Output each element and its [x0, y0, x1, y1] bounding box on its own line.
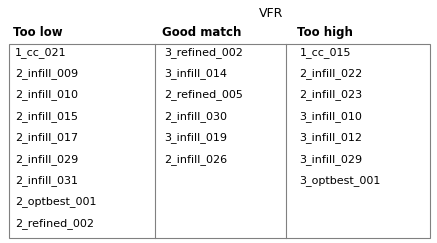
Text: 3_infill_014: 3_infill_014 — [164, 68, 227, 79]
Text: 2_infill_023: 2_infill_023 — [299, 90, 362, 100]
Text: 1_cc_021: 1_cc_021 — [15, 47, 67, 58]
Text: 2_infill_029: 2_infill_029 — [15, 154, 79, 165]
Text: 3_infill_010: 3_infill_010 — [299, 111, 362, 122]
Text: 2_infill_009: 2_infill_009 — [15, 68, 78, 79]
Text: 1_cc_015: 1_cc_015 — [299, 47, 351, 58]
Text: 2_infill_031: 2_infill_031 — [15, 175, 78, 186]
Bar — [9, 44, 430, 238]
Text: 3_infill_029: 3_infill_029 — [299, 154, 362, 165]
Text: VFR: VFR — [259, 7, 283, 20]
Text: 2_refined_002: 2_refined_002 — [15, 218, 94, 229]
Text: 3_optbest_001: 3_optbest_001 — [299, 175, 381, 186]
Text: 2_infill_026: 2_infill_026 — [164, 154, 227, 165]
Text: 2_infill_015: 2_infill_015 — [15, 111, 78, 122]
Text: 2_infill_017: 2_infill_017 — [15, 132, 78, 143]
Text: 3_refined_002: 3_refined_002 — [164, 47, 243, 58]
Text: 3_infill_012: 3_infill_012 — [299, 132, 362, 143]
Text: 2_optbest_001: 2_optbest_001 — [15, 197, 97, 207]
Text: 2_infill_030: 2_infill_030 — [164, 111, 227, 122]
Text: 3_infill_019: 3_infill_019 — [164, 132, 227, 143]
Text: 2_refined_005: 2_refined_005 — [164, 90, 243, 100]
Text: 2_infill_010: 2_infill_010 — [15, 90, 78, 100]
Text: Good match: Good match — [162, 26, 241, 39]
Text: Too high: Too high — [297, 26, 353, 39]
Text: 2_infill_022: 2_infill_022 — [299, 68, 363, 79]
Text: Too low: Too low — [13, 26, 63, 39]
